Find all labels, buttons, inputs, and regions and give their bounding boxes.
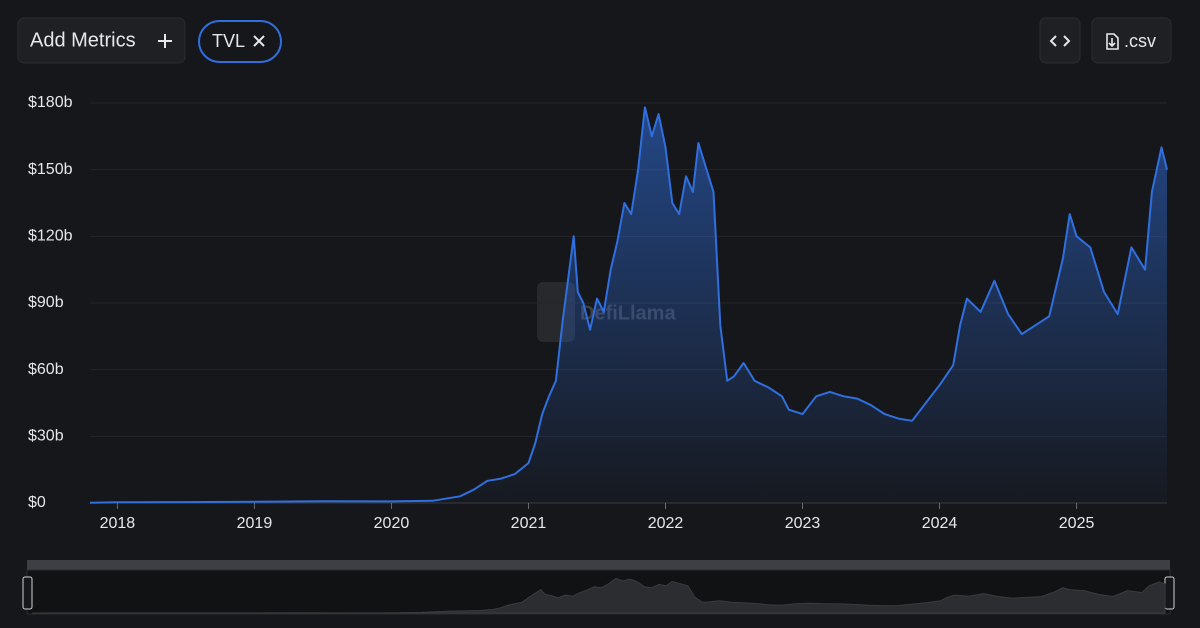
csv-label: .csv xyxy=(1124,31,1156,51)
x-tick-label: 2020 xyxy=(374,515,410,532)
x-tick-label: 2018 xyxy=(100,515,136,532)
tvl-label: TVL xyxy=(212,31,245,51)
close-icon xyxy=(253,35,265,47)
y-tick-label: $0 xyxy=(28,494,46,511)
y-tick-label: $90b xyxy=(28,294,64,311)
x-tick-label: 2024 xyxy=(922,515,958,532)
x-tick-label: 2022 xyxy=(648,515,684,532)
x-tick-label: 2023 xyxy=(785,515,821,532)
embed-button[interactable] xyxy=(1039,17,1081,64)
code-icon xyxy=(1049,35,1071,47)
tvl-chip[interactable]: TVL xyxy=(198,20,282,63)
csv-button[interactable]: .csv xyxy=(1091,17,1172,64)
y-tick-label: $150b xyxy=(28,161,73,178)
y-tick-label: $60b xyxy=(28,361,64,378)
brush-handle-left[interactable] xyxy=(22,576,33,610)
y-tick-label: $180b xyxy=(28,94,73,111)
brush-handle-right[interactable] xyxy=(1164,576,1175,610)
x-tick-label: 2021 xyxy=(511,515,547,532)
download-icon xyxy=(1106,33,1119,50)
y-tick-label: $30b xyxy=(28,428,64,445)
y-tick-label: $120b xyxy=(28,228,73,245)
add-metrics-label: Add Metrics xyxy=(30,29,136,51)
brush-mini-area xyxy=(31,577,1166,614)
brush-bar[interactable] xyxy=(27,560,1170,570)
line xyxy=(89,106,1168,504)
area-fill xyxy=(90,107,1167,504)
plus-icon xyxy=(158,34,172,48)
add-metrics-button[interactable]: Add Metrics xyxy=(17,17,186,64)
x-tick-label: 2025 xyxy=(1059,515,1095,532)
x-tick-label: 2019 xyxy=(237,515,273,532)
